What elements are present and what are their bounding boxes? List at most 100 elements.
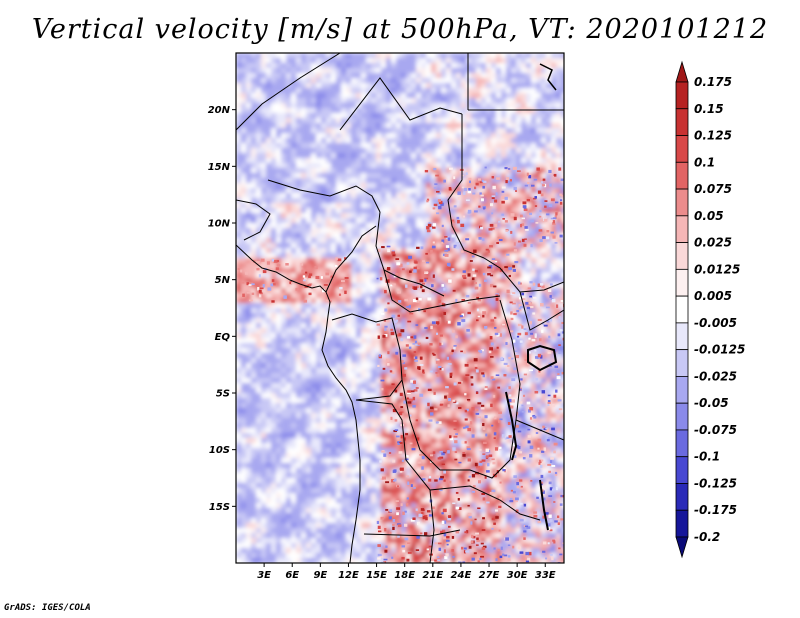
field-cell bbox=[506, 308, 512, 314]
field-cell bbox=[411, 93, 417, 99]
field-cell bbox=[291, 308, 297, 314]
field-cell bbox=[316, 268, 322, 274]
field-cell bbox=[551, 103, 557, 109]
field-cell bbox=[441, 263, 447, 269]
field-cell bbox=[281, 288, 287, 294]
field-cell bbox=[236, 188, 242, 194]
field-cell bbox=[261, 133, 267, 139]
field-cell bbox=[411, 198, 417, 204]
field-cell bbox=[401, 183, 407, 189]
field-cell bbox=[516, 333, 522, 339]
field-cell bbox=[366, 333, 372, 339]
field-cell bbox=[541, 403, 547, 409]
field-cell bbox=[491, 408, 497, 414]
field-cell bbox=[371, 243, 377, 249]
field-cell bbox=[366, 58, 372, 64]
field-cell bbox=[471, 108, 477, 114]
field-cell bbox=[286, 398, 292, 404]
field-cell bbox=[526, 248, 532, 254]
field-cell bbox=[446, 138, 452, 144]
field-cell bbox=[316, 343, 322, 349]
field-cell bbox=[536, 223, 542, 229]
field-cell bbox=[391, 403, 397, 409]
field-cell bbox=[311, 253, 317, 259]
field-cell bbox=[516, 68, 522, 74]
field-cell bbox=[476, 328, 482, 334]
field-cell bbox=[416, 273, 422, 279]
field-cell bbox=[506, 118, 512, 124]
field-cell bbox=[341, 373, 347, 379]
field-cell bbox=[491, 303, 497, 309]
field-cell bbox=[256, 188, 262, 194]
field-cell bbox=[331, 118, 337, 124]
field-cell bbox=[361, 408, 367, 414]
field-cell bbox=[366, 98, 372, 104]
field-cell bbox=[476, 178, 482, 184]
field-cell bbox=[486, 253, 492, 259]
field-cell bbox=[521, 388, 527, 394]
field-cell bbox=[436, 368, 442, 374]
field-cell bbox=[521, 128, 527, 134]
field-cell bbox=[456, 388, 462, 394]
field-cell bbox=[456, 123, 462, 129]
field-cell bbox=[431, 188, 437, 194]
field-cell bbox=[486, 133, 492, 139]
field-cell bbox=[256, 213, 262, 219]
field-cell bbox=[321, 263, 327, 269]
field-cell bbox=[251, 188, 257, 194]
field-cell bbox=[321, 203, 327, 209]
field-cell bbox=[386, 188, 392, 194]
field-cell bbox=[421, 373, 427, 379]
field-cell bbox=[451, 303, 457, 309]
field-cell bbox=[481, 63, 487, 69]
field-cell bbox=[246, 348, 252, 354]
field-cell bbox=[381, 158, 387, 164]
field-cell bbox=[556, 98, 562, 104]
field-cell bbox=[326, 183, 332, 189]
field-cell bbox=[496, 298, 502, 304]
field-cell bbox=[476, 143, 482, 149]
field-cell bbox=[466, 173, 472, 179]
field-cell bbox=[546, 58, 552, 64]
field-cell bbox=[406, 368, 412, 374]
field-cell bbox=[246, 143, 252, 149]
field-cell bbox=[396, 398, 402, 404]
field-cell bbox=[276, 253, 282, 259]
field-cell bbox=[351, 113, 357, 119]
field-cell bbox=[261, 383, 267, 389]
field-cell bbox=[521, 373, 527, 379]
field-cell bbox=[466, 253, 472, 259]
field-cell bbox=[436, 233, 442, 239]
field-cell bbox=[351, 268, 357, 274]
field-cell bbox=[276, 68, 282, 74]
field-cell bbox=[506, 153, 512, 159]
field-cell bbox=[431, 333, 437, 339]
field-cell bbox=[251, 353, 257, 359]
field-cell bbox=[296, 263, 302, 269]
field-cell bbox=[311, 413, 317, 419]
field-cell bbox=[491, 353, 497, 359]
field-cell bbox=[456, 238, 462, 244]
field-cell bbox=[541, 328, 547, 334]
field-cell bbox=[466, 348, 472, 354]
field-cell bbox=[456, 293, 462, 299]
field-cell bbox=[246, 163, 252, 169]
field-cell bbox=[491, 413, 497, 419]
field-cell bbox=[256, 418, 262, 424]
field-cell bbox=[401, 93, 407, 99]
field-cell bbox=[236, 63, 242, 69]
field-cell bbox=[326, 58, 332, 64]
field-cell bbox=[546, 103, 552, 109]
field-cell bbox=[386, 163, 392, 169]
field-cell bbox=[316, 418, 322, 424]
field-cell bbox=[396, 78, 402, 84]
field-cell bbox=[241, 213, 247, 219]
field-cell bbox=[536, 323, 542, 329]
field-cell bbox=[436, 83, 442, 89]
field-cell bbox=[321, 413, 327, 419]
field-cell bbox=[551, 88, 557, 94]
field-cell bbox=[426, 268, 432, 274]
field-cell bbox=[396, 98, 402, 104]
field-cell bbox=[376, 283, 382, 289]
field-cell bbox=[401, 383, 407, 389]
